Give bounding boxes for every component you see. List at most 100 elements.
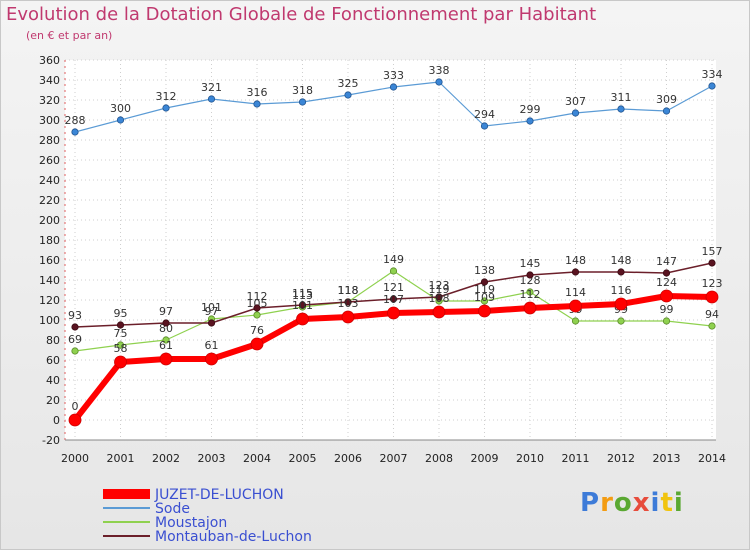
data-label-sode: 309 <box>656 93 677 106</box>
data-label-juzet-de-luchon: 58 <box>114 342 128 355</box>
y-tick-label: 260 <box>39 154 60 167</box>
data-point-juzet-de-luchon <box>159 352 173 366</box>
data-point-juzet-de-luchon <box>614 297 628 311</box>
data-point-montauban-de-luchon <box>389 295 398 303</box>
data-point-sode <box>71 128 79 136</box>
y-tick-label: -20 <box>42 434 60 447</box>
data-label-moustajon: 80 <box>159 322 173 335</box>
data-label-juzet-de-luchon: 103 <box>338 297 359 310</box>
data-point-juzet-de-luchon <box>569 299 582 313</box>
data-label-juzet-de-luchon: 112 <box>520 288 541 301</box>
y-tick-label: 180 <box>39 234 60 247</box>
y-tick-label: 40 <box>46 374 60 387</box>
data-label-montauban-de-luchon: 145 <box>520 257 541 270</box>
proxiti-logo: Proxiti <box>580 488 684 518</box>
y-tick-label: 60 <box>46 354 60 367</box>
data-label-moustajon: 75 <box>114 327 128 340</box>
data-label-montauban-de-luchon: 157 <box>702 245 723 258</box>
data-label-montauban-de-luchon: 121 <box>383 281 404 294</box>
data-label-juzet-de-luchon: 124 <box>656 276 677 289</box>
data-label-sode: 321 <box>201 81 222 94</box>
legend-label-moustajon: Moustajon <box>155 515 227 531</box>
data-label-sode: 318 <box>292 84 313 97</box>
data-label-sode: 338 <box>429 64 450 77</box>
x-tick-label: 2005 <box>289 452 317 465</box>
logo-letter: x <box>632 488 651 518</box>
data-label-moustajon: 94 <box>705 308 719 321</box>
logo-letter: r <box>600 488 614 518</box>
x-tick-label: 2006 <box>334 452 362 465</box>
x-tick-label: 2010 <box>516 452 544 465</box>
y-tick-label: 220 <box>39 194 60 207</box>
data-point-juzet-de-luchon <box>432 305 446 319</box>
data-label-moustajon: 118 <box>338 284 359 297</box>
data-point-sode <box>116 116 125 124</box>
data-point-montauban-de-luchon <box>662 269 671 277</box>
data-label-montauban-de-luchon: 148 <box>565 254 586 267</box>
data-point-sode <box>571 109 580 117</box>
x-tick-label: 2014 <box>698 452 726 465</box>
y-tick-label: 240 <box>39 174 60 187</box>
data-point-sode <box>389 83 398 91</box>
data-point-juzet-de-luchon <box>387 306 400 320</box>
data-label-sode: 334 <box>702 68 723 81</box>
data-label-montauban-de-luchon: 147 <box>656 255 677 268</box>
logo-letter: i <box>650 488 661 518</box>
data-label-juzet-de-luchon: 123 <box>702 277 723 290</box>
y-tick-label: 140 <box>39 274 60 287</box>
data-point-moustajon <box>253 311 261 319</box>
x-tick-label: 2002 <box>152 452 180 465</box>
data-point-montauban-de-luchon <box>480 278 489 286</box>
data-point-moustajon <box>162 336 170 344</box>
data-point-juzet-de-luchon <box>296 312 309 326</box>
y-tick-label: 160 <box>39 254 60 267</box>
data-label-montauban-de-luchon: 97 <box>205 305 219 318</box>
data-label-sode: 311 <box>611 91 632 104</box>
logo-letter: i <box>673 488 684 518</box>
data-label-moustajon: 113 <box>292 289 313 302</box>
data-point-moustajon <box>71 347 79 355</box>
data-point-moustajon <box>389 267 398 275</box>
y-tick-label: 280 <box>39 134 60 147</box>
y-tick-label: 80 <box>46 334 60 347</box>
data-point-montauban-de-luchon <box>71 323 79 331</box>
data-point-juzet-de-luchon <box>478 304 491 318</box>
data-point-sode <box>435 78 443 86</box>
legend-label-sode: Sode <box>155 501 190 517</box>
data-label-sode: 288 <box>65 114 86 127</box>
data-label-juzet-de-luchon: 0 <box>72 400 79 413</box>
x-tick-label: 2013 <box>653 452 681 465</box>
y-tick-label: 360 <box>39 54 60 67</box>
data-point-sode <box>708 82 716 90</box>
data-point-montauban-de-luchon <box>617 268 625 276</box>
data-point-montauban-de-luchon <box>207 319 216 327</box>
data-label-sode: 325 <box>338 77 359 90</box>
data-point-montauban-de-luchon <box>162 319 170 327</box>
data-point-montauban-de-luchon <box>298 301 307 309</box>
data-label-sode: 316 <box>247 86 268 99</box>
data-label-juzet-de-luchon: 101 <box>292 299 313 312</box>
y-tick-label: 340 <box>39 74 60 87</box>
x-tick-label: 2012 <box>607 452 635 465</box>
data-point-sode <box>253 100 261 108</box>
data-label-moustajon: 101 <box>201 301 222 314</box>
data-point-moustajon <box>480 297 489 305</box>
x-tick-label: 2008 <box>425 452 453 465</box>
x-tick-label: 2003 <box>198 452 226 465</box>
chart-title: Evolution de la Dotation Globale de Fonc… <box>6 4 597 25</box>
data-point-moustajon <box>708 322 716 330</box>
data-label-montauban-de-luchon: 97 <box>159 305 173 318</box>
data-point-montauban-de-luchon <box>435 293 443 301</box>
y-tick-label: 200 <box>39 214 60 227</box>
data-label-juzet-de-luchon: 109 <box>474 291 495 304</box>
data-point-moustajon <box>526 288 534 296</box>
data-point-sode <box>344 91 352 99</box>
data-point-montauban-de-luchon <box>708 259 716 267</box>
x-tick-label: 2000 <box>61 452 89 465</box>
data-point-sode <box>526 117 534 125</box>
plot-area <box>65 60 716 440</box>
data-label-moustajon: 105 <box>247 297 268 310</box>
x-tick-label: 2007 <box>380 452 408 465</box>
data-label-montauban-de-luchon: 93 <box>68 309 82 322</box>
